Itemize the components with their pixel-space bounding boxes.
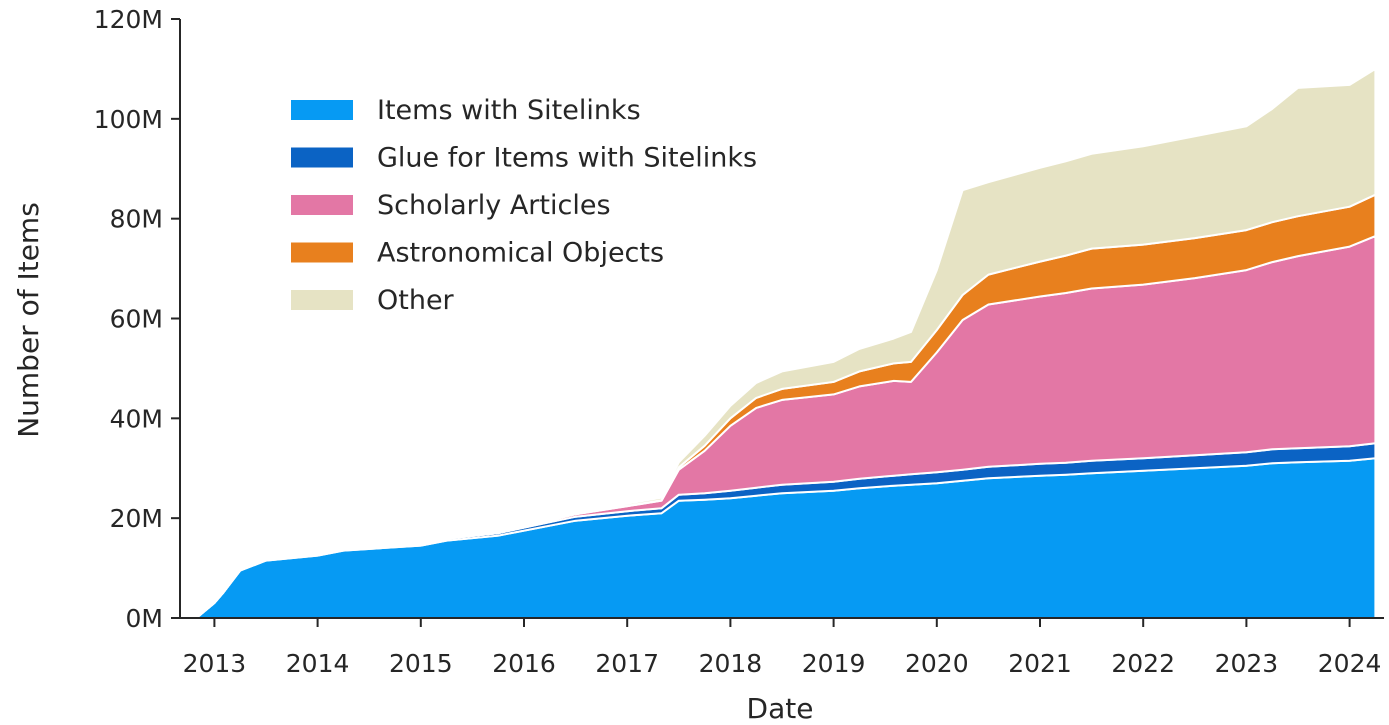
y-tick-label: 40M [110,404,163,433]
y-tick-label: 80M [110,205,163,234]
y-tick-label: 100M [94,105,163,134]
y-tick-label: 20M [110,504,163,533]
legend-swatch-astronomical-objects [291,242,353,263]
x-tick-label: 2024 [1318,649,1382,678]
y-tick-label: 60M [110,305,163,334]
x-tick-label: 2013 [183,649,247,678]
y-axis-title: Number of Items [12,202,45,438]
y-tick-label: 0M [126,604,163,633]
legend: Items with Sitelinks Glue for Items with … [282,90,832,322]
area-layers [195,67,1377,619]
area-other [195,67,1377,619]
legend-swatch-items-with-sitelinks [291,100,353,120]
legend-label-scholarly-articles: Scholarly Articles [377,190,611,221]
x-tick-label: 2014 [286,649,350,678]
x-ticks: 2013 2014 2015 2016 2017 2018 2019 2020 2021 2022… [183,618,1382,678]
x-tick-label: 2019 [802,649,866,678]
x-tick-label: 2018 [699,649,763,678]
legend-label-astronomical-objects: Astronomical Objects [377,238,664,269]
y-ticks: 0M 20M 40M 60M 80M 100M 120M [94,5,180,633]
legend-swatch-other [291,290,353,310]
x-tick-label: 2016 [492,649,556,678]
x-tick-label: 2015 [389,649,453,678]
legend-label-glue-for-items-with-sitelinks: Glue for Items with Sitelinks [377,143,757,174]
legend-swatch-glue-for-items-with-sitelinks [291,147,353,168]
x-tick-label: 2020 [905,649,969,678]
legend-frame [282,90,832,322]
x-axis-title: Date [747,692,814,725]
x-tick-label: 2022 [1111,649,1175,678]
x-tick-label: 2021 [1008,649,1072,678]
x-tick-label: 2023 [1215,649,1279,678]
legend-swatch-scholarly-articles [291,195,353,215]
y-tick-label: 120M [94,5,163,34]
x-tick-label: 2017 [595,649,659,678]
legend-label-other: Other [377,285,455,316]
legend-label-items-with-sitelinks: Items with Sitelinks [377,95,641,126]
